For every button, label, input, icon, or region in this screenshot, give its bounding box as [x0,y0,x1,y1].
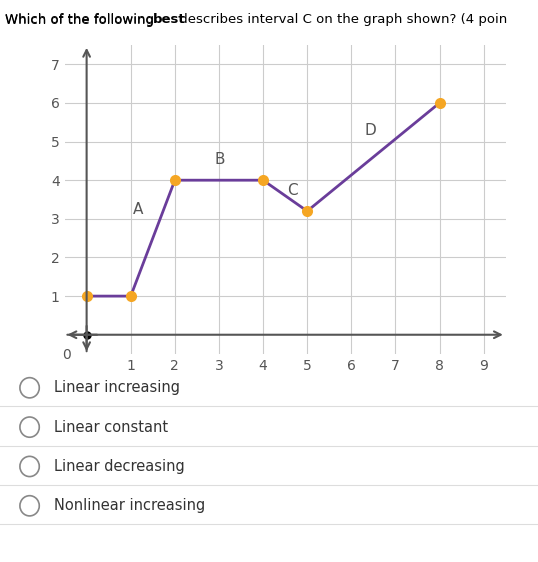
Text: A: A [133,202,143,217]
Text: C: C [287,183,298,198]
Text: Which of the following: Which of the following [5,13,159,26]
Text: 0: 0 [62,348,71,362]
Text: B: B [215,152,225,167]
Text: Linear increasing: Linear increasing [54,380,180,395]
Text: describes interval C on the graph shown? (4 poin: describes interval C on the graph shown?… [175,13,507,26]
Text: Which of the following: Which of the following [5,14,159,27]
Text: Linear constant: Linear constant [54,420,168,434]
Text: Nonlinear increasing: Nonlinear increasing [54,498,205,513]
Text: D: D [365,123,376,138]
Text: best: best [153,13,186,26]
Text: Linear decreasing: Linear decreasing [54,459,185,474]
